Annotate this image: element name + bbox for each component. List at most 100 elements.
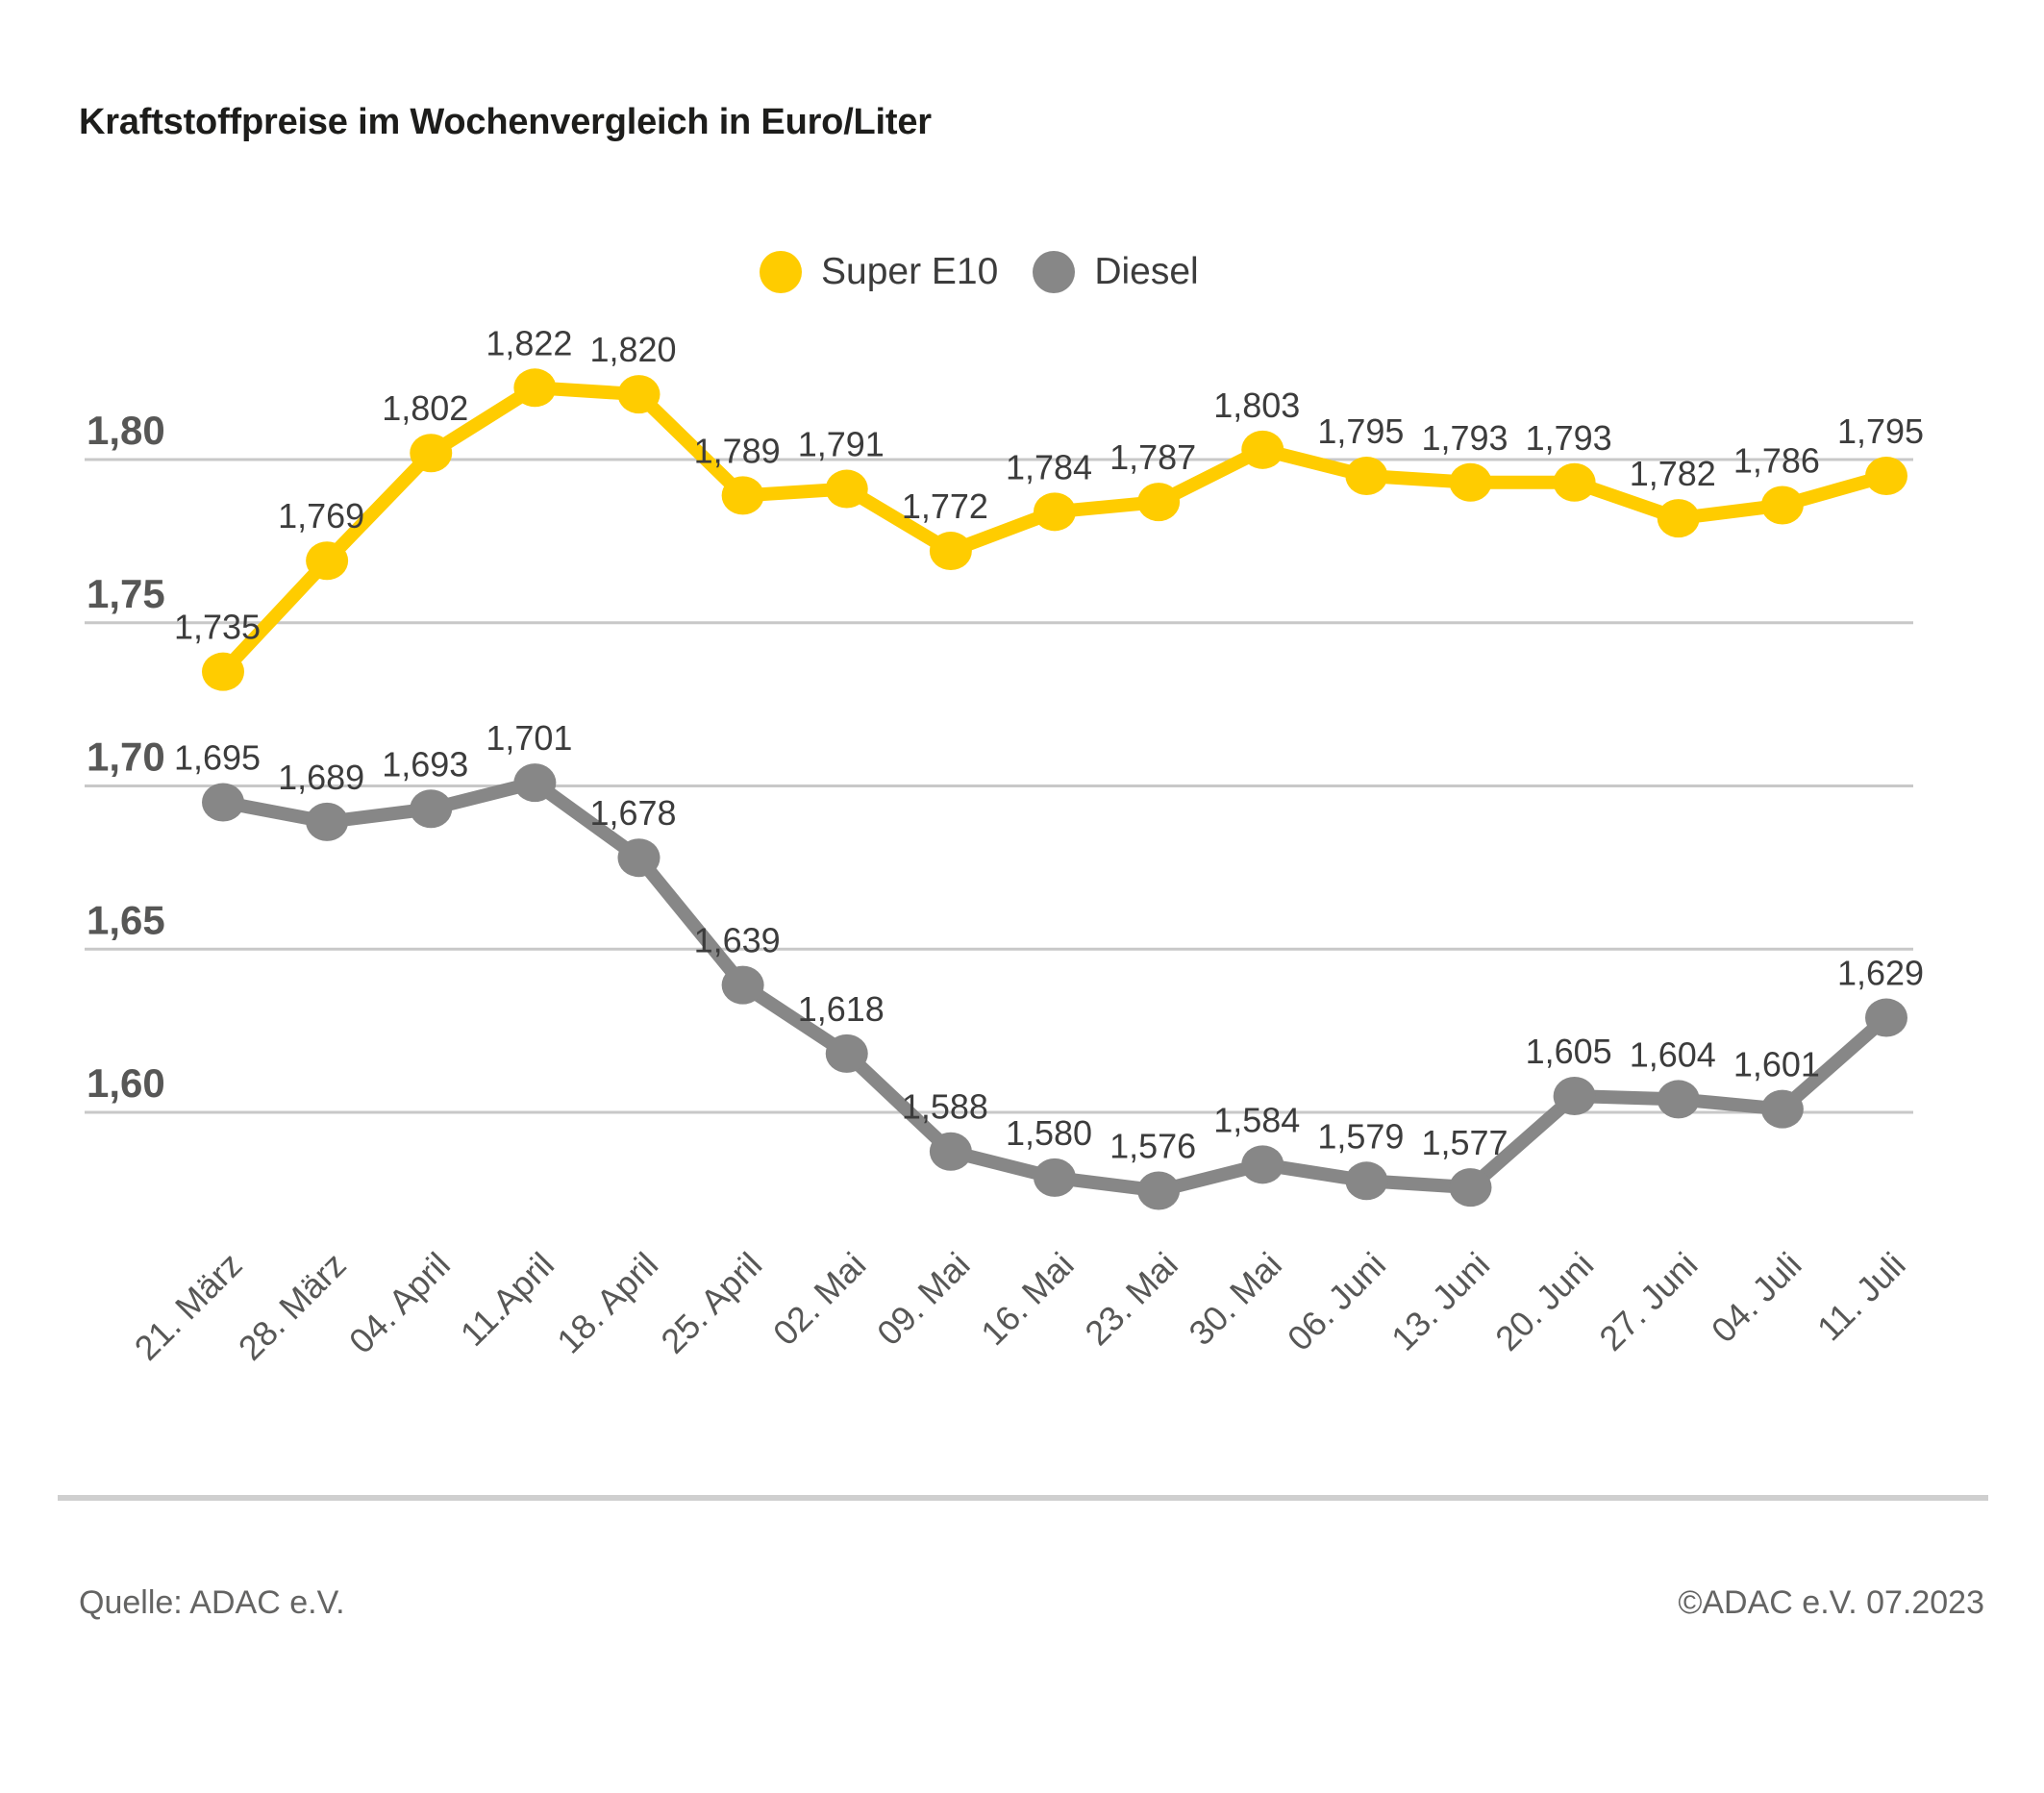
data-point-label: 1,789 [694, 431, 781, 470]
data-point-marker[interactable] [1760, 1089, 1804, 1129]
data-point-marker[interactable] [617, 838, 661, 878]
data-point-marker[interactable] [721, 476, 764, 515]
data-point-marker[interactable] [825, 469, 868, 509]
data-point-label: 1,822 [486, 323, 572, 362]
data-point-label: 1,793 [1526, 418, 1612, 458]
data-point-label: 1,791 [798, 425, 885, 464]
data-point-label: 1,795 [1317, 411, 1404, 451]
data-point-marker[interactable] [1553, 462, 1596, 502]
data-point-labels: 1,735 1,769 1,802 1,822 1,820 1,789 1,791 1,772… [174, 323, 1924, 1165]
data-point-label: 1,639 [694, 921, 781, 960]
data-point-marker[interactable] [306, 541, 349, 581]
y-axis-tick-label: 1,80 [87, 408, 165, 453]
data-point-marker[interactable] [1449, 462, 1492, 502]
legend-label-diesel: Diesel [1094, 251, 1199, 292]
data-point-label: 1,629 [1837, 954, 1924, 993]
data-point-marker[interactable] [1657, 499, 1700, 538]
data-point-label: 1,772 [902, 486, 988, 526]
y-axis-tick-label: 1,60 [87, 1060, 165, 1106]
data-point-marker[interactable] [929, 532, 972, 571]
data-point-label: 1,786 [1733, 441, 1820, 481]
y-axis-tick-label: 1,65 [87, 897, 165, 942]
data-point-marker[interactable] [825, 1033, 868, 1073]
data-point-label: 1,701 [486, 718, 572, 758]
data-point-label: 1,695 [174, 737, 261, 777]
data-point-marker[interactable] [202, 783, 244, 822]
data-point-marker[interactable] [1553, 1077, 1596, 1116]
data-point-label: 1,769 [278, 496, 364, 535]
data-point-marker[interactable] [1345, 1161, 1388, 1201]
data-point-label: 1,577 [1421, 1123, 1508, 1162]
x-axis-tick-label: 18. April [549, 1245, 665, 1361]
data-point-label: 1,618 [798, 989, 885, 1029]
data-point-marker[interactable] [721, 965, 764, 1005]
data-point-marker[interactable] [1345, 456, 1388, 495]
data-point-marker[interactable] [929, 1132, 972, 1171]
data-point-label: 1,576 [1109, 1126, 1196, 1165]
data-point-marker[interactable] [513, 763, 557, 803]
page-title: Kraftstoffpreise im Wochenvergleich in E… [79, 102, 932, 142]
data-point-marker[interactable] [1034, 492, 1076, 532]
data-point-label: 1,689 [278, 758, 364, 797]
data-point-marker[interactable] [513, 368, 557, 408]
data-point-marker[interactable] [1137, 483, 1181, 522]
y-axis-tick-label: 1,75 [87, 571, 165, 616]
data-point-marker[interactable] [1034, 1158, 1076, 1197]
data-point-label: 1,579 [1317, 1116, 1404, 1156]
data-point-marker[interactable] [410, 789, 453, 829]
data-point-marker[interactable] [1241, 1145, 1284, 1184]
data-point-label: 1,802 [382, 388, 468, 428]
data-point-label: 1,605 [1526, 1032, 1612, 1071]
x-axis-tick-label: 21. März [127, 1245, 250, 1368]
data-point-label: 1,735 [174, 608, 261, 647]
y-axis-tick-labels: 1,60 1,65 1,70 1,75 1,80 [87, 408, 165, 1106]
data-point-label: 1,601 [1733, 1045, 1820, 1084]
x-axis-tick-label: 27. Juni [1591, 1245, 1705, 1358]
data-point-marker[interactable] [617, 375, 661, 414]
x-axis-tick-label: 09. Mai [869, 1245, 977, 1353]
y-axis-tick-label: 1,70 [87, 735, 165, 780]
data-point-label: 1,784 [1006, 447, 1092, 486]
data-point-label: 1,793 [1421, 418, 1508, 458]
source-note: Quelle: ADAC e.V. [79, 1584, 345, 1621]
data-point-label: 1,580 [1006, 1113, 1092, 1153]
x-axis-tick-label: 04. Juli [1704, 1245, 1809, 1351]
data-point-marker[interactable] [306, 802, 349, 841]
data-point-label: 1,584 [1213, 1100, 1300, 1139]
data-point-label: 1,803 [1213, 386, 1300, 425]
data-point-marker[interactable] [1865, 998, 1907, 1037]
x-axis-tick-label: 23. Mai [1077, 1245, 1184, 1353]
chart-legend: Super E10 Diesel [760, 245, 1199, 299]
data-point-label: 1,787 [1109, 437, 1196, 477]
data-point-marker[interactable] [410, 434, 453, 473]
x-axis-tick-label: 04. April [341, 1245, 458, 1361]
data-point-label: 1,604 [1630, 1034, 1716, 1074]
gridlines [85, 458, 1913, 1114]
legend-item-super-e10[interactable]: Super E10 [760, 251, 998, 293]
copyright-note: ©ADAC e.V. 07.2023 [1678, 1584, 1984, 1621]
data-point-marker[interactable] [1760, 486, 1804, 525]
data-point-label: 1,588 [902, 1087, 988, 1127]
data-point-marker[interactable] [1449, 1168, 1492, 1208]
data-point-marker[interactable] [1865, 456, 1907, 495]
data-point-marker[interactable] [1657, 1080, 1700, 1119]
data-point-label: 1,678 [589, 793, 676, 833]
x-axis-tick-label: 02. Mai [765, 1245, 873, 1353]
data-point-marker[interactable] [1137, 1171, 1181, 1210]
series-markers [202, 368, 1907, 1210]
data-point-label: 1,820 [589, 330, 676, 369]
data-point-label: 1,795 [1837, 411, 1924, 451]
data-point-marker[interactable] [202, 652, 244, 691]
data-point-marker[interactable] [1241, 430, 1284, 469]
x-axis-tick-label: 11. Juli [1809, 1245, 1913, 1349]
x-axis-tick-label: 13. Juni [1383, 1245, 1497, 1358]
x-axis-tick-label: 30. Mai [1181, 1245, 1288, 1353]
circle-marker-icon-diesel [1033, 251, 1076, 293]
x-axis-tick-label: 28. März [231, 1245, 354, 1368]
legend-item-diesel[interactable]: Diesel [1033, 251, 1199, 293]
x-axis-tick-label: 06. Juni [1280, 1245, 1393, 1358]
x-axis-tick-label: 25. April [653, 1245, 769, 1361]
